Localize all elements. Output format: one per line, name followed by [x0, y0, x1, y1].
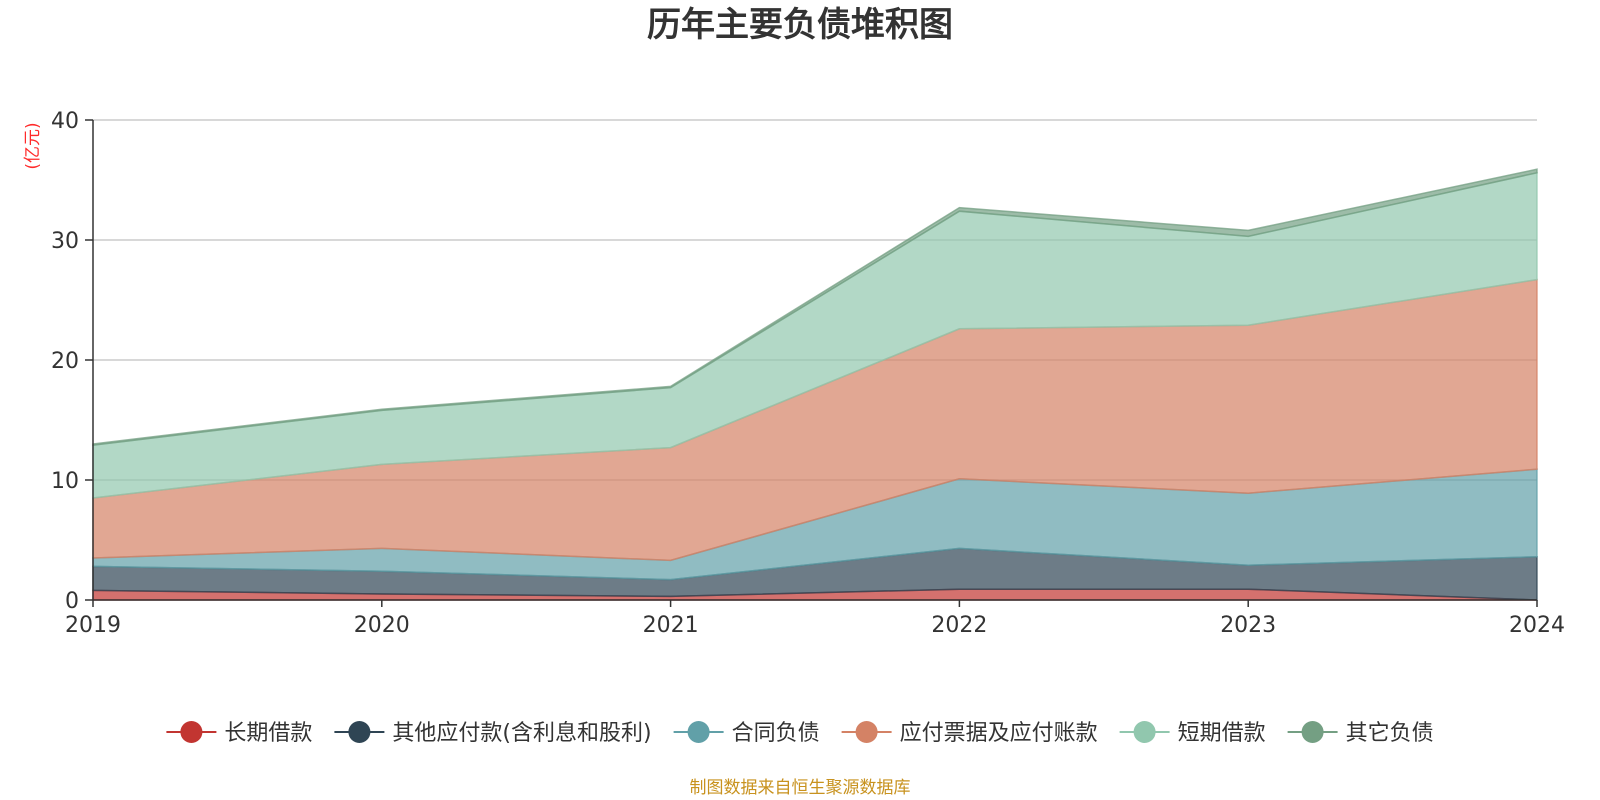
- legend-item-4[interactable]: 应付票据及应付账款: [841, 721, 1098, 746]
- legend-item-2[interactable]: 其他应付款(含利息和股利): [334, 721, 652, 746]
- source-note: 制图数据来自恒生聚源数据库: [690, 778, 911, 798]
- y-tick-label: 20: [51, 349, 79, 374]
- x-tick-label: 2020: [354, 613, 410, 638]
- x-tick-label: 2019: [65, 613, 121, 638]
- y-axis-unit-label: (亿元): [23, 122, 43, 169]
- axes: 0 10 20 30 40 2019 2020 2021 2022 2023 2024: [51, 109, 1565, 638]
- legend-label: 其他应付款(含利息和股利): [392, 721, 651, 746]
- legend-item-6[interactable]: 其它负债: [1287, 721, 1434, 746]
- x-tick-label: 2023: [1220, 613, 1276, 638]
- legend-marker-icon: [687, 721, 710, 743]
- y-tick-label: 0: [65, 589, 79, 614]
- y-tick-label: 10: [51, 469, 79, 494]
- x-tick-label: 2022: [931, 613, 987, 638]
- y-tick-label: 30: [51, 229, 79, 254]
- legend-item-3[interactable]: 合同负债: [673, 721, 820, 746]
- area-6: [92, 168, 1538, 447]
- legend-item-5[interactable]: 短期借款: [1119, 721, 1266, 746]
- legend-label: 长期借款: [224, 721, 312, 746]
- legend-item-1[interactable]: 长期借款: [166, 721, 312, 746]
- area-series: [92, 168, 1538, 601]
- legend-marker-icon: [348, 721, 371, 743]
- y-tick-label: 40: [51, 109, 79, 134]
- legend[interactable]: 长期借款 其他应付款(含利息和股利) 合同负债 应付票据及应付账款 短期借款 其它负债: [166, 721, 1434, 746]
- legend-label: 合同负债: [732, 721, 820, 746]
- x-tick-label: 2024: [1509, 613, 1565, 638]
- chart-title: 历年主要负债堆积图: [647, 5, 953, 45]
- legend-marker-icon: [855, 721, 878, 743]
- legend-marker-icon: [1133, 721, 1156, 743]
- legend-label: 应付票据及应付账款: [900, 721, 1098, 746]
- legend-label: 短期借款: [1178, 721, 1266, 746]
- legend-label: 其它负债: [1346, 721, 1434, 746]
- legend-marker-icon: [180, 721, 203, 743]
- legend-marker-icon: [1301, 721, 1324, 743]
- x-tick-label: 2021: [643, 613, 699, 638]
